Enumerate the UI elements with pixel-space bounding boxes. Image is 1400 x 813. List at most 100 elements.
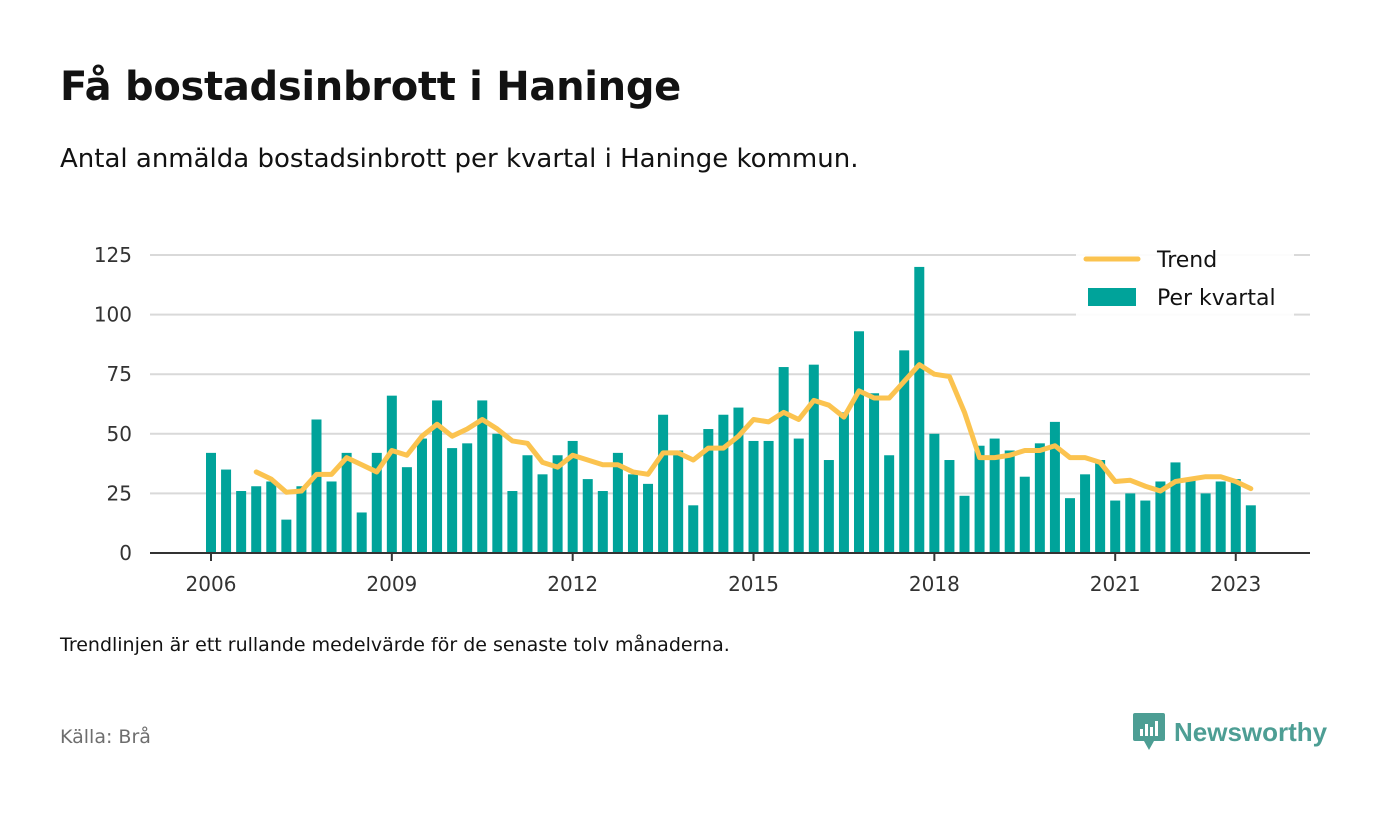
bar xyxy=(763,440,774,553)
bar xyxy=(793,438,804,553)
bar xyxy=(582,479,593,553)
trend-line xyxy=(253,362,1254,495)
bar xyxy=(371,452,382,553)
bar xyxy=(778,367,789,553)
bar xyxy=(311,419,322,553)
newsworthy-icon xyxy=(1133,713,1165,750)
bar xyxy=(1095,460,1106,553)
brand-name: Newsworthy xyxy=(1174,716,1328,747)
bar-series xyxy=(206,266,1256,553)
y-tick-label: 25 xyxy=(107,481,132,505)
bar xyxy=(1185,479,1196,553)
bar xyxy=(1215,481,1226,553)
legend-trend-label: Trend xyxy=(1156,248,1217,273)
bar xyxy=(221,469,232,553)
bar xyxy=(326,481,337,553)
y-tick-label: 50 xyxy=(107,422,132,446)
x-tick-label: 2021 xyxy=(1090,572,1141,596)
chart-note: Trendlinjen är ett rullande medelvärde f… xyxy=(60,634,730,656)
bar xyxy=(507,491,518,553)
bar xyxy=(236,491,247,553)
bar xyxy=(1140,500,1151,553)
trend-series xyxy=(253,362,1254,495)
bar xyxy=(748,440,759,553)
bar xyxy=(974,445,985,553)
bar xyxy=(838,412,849,553)
x-tick-label: 2012 xyxy=(547,572,598,596)
bar xyxy=(658,414,669,553)
bar xyxy=(1200,493,1211,553)
bar xyxy=(1245,505,1256,553)
bar xyxy=(567,440,578,553)
bar xyxy=(1064,498,1075,553)
bar xyxy=(869,393,880,553)
bar xyxy=(884,455,895,553)
bar xyxy=(612,452,623,553)
bar xyxy=(1004,450,1015,553)
y-tick-label: 100 xyxy=(94,303,132,327)
legend-bar-label: Per kvartal xyxy=(1157,286,1276,311)
bar xyxy=(1110,500,1121,553)
bar xyxy=(823,460,834,553)
x-tick-label: 2009 xyxy=(366,572,417,596)
y-tick-label: 0 xyxy=(119,541,132,565)
bar xyxy=(673,450,684,553)
chart-subtitle: Antal anmälda bostadsinbrott per kvartal… xyxy=(60,144,859,174)
bar xyxy=(1125,493,1136,553)
bar xyxy=(266,481,277,553)
bar xyxy=(1230,479,1241,553)
chart-title: Få bostadsinbrott i Haninge xyxy=(60,64,682,110)
bar xyxy=(944,460,955,553)
bar xyxy=(1170,462,1181,553)
bar xyxy=(447,448,458,553)
bar xyxy=(206,452,216,553)
bar xyxy=(552,455,563,553)
x-tick-label: 2023 xyxy=(1210,572,1261,596)
x-axis: 2006 2009 2012 2015 2018 2021 2023 xyxy=(150,552,1310,596)
x-tick-label: 2018 xyxy=(909,572,960,596)
bar xyxy=(296,486,307,553)
bar xyxy=(854,331,865,553)
bar xyxy=(416,438,427,553)
bar xyxy=(733,407,744,553)
bar xyxy=(281,519,292,553)
bar xyxy=(959,495,970,553)
bar xyxy=(627,474,638,553)
bar xyxy=(432,400,443,553)
bar xyxy=(251,486,262,553)
bar xyxy=(989,438,1000,553)
bar xyxy=(1019,476,1030,553)
y-axis-ticks: 0 25 50 75 100 125 xyxy=(94,243,132,565)
bar xyxy=(899,350,910,553)
bar xyxy=(718,414,729,553)
bar xyxy=(808,364,819,553)
bar xyxy=(688,505,699,553)
bar xyxy=(914,266,925,553)
bar xyxy=(929,433,940,553)
bar xyxy=(1049,421,1060,553)
y-tick-label: 125 xyxy=(94,243,132,267)
bar xyxy=(537,474,548,553)
bar xyxy=(356,512,367,553)
bar xyxy=(1155,481,1166,553)
brand-logo[interactable]: Newsworthy xyxy=(1132,712,1327,752)
bar xyxy=(492,433,503,553)
y-tick-label: 75 xyxy=(107,362,132,386)
bar xyxy=(401,467,412,553)
legend-bar-swatch xyxy=(1088,288,1136,306)
bar xyxy=(643,483,654,553)
bar xyxy=(522,455,533,553)
bar xyxy=(1080,474,1091,553)
x-tick-label: 2006 xyxy=(186,572,237,596)
bar xyxy=(703,429,714,553)
bar xyxy=(341,452,352,553)
bar xyxy=(462,443,473,553)
bar xyxy=(477,400,488,553)
bar xyxy=(597,491,608,553)
source-label: Källa: Brå xyxy=(60,726,151,748)
bar xyxy=(386,395,397,553)
x-tick-label: 2015 xyxy=(728,572,779,596)
bar xyxy=(1034,443,1045,553)
legend: Trend Per kvartal xyxy=(1076,240,1294,316)
